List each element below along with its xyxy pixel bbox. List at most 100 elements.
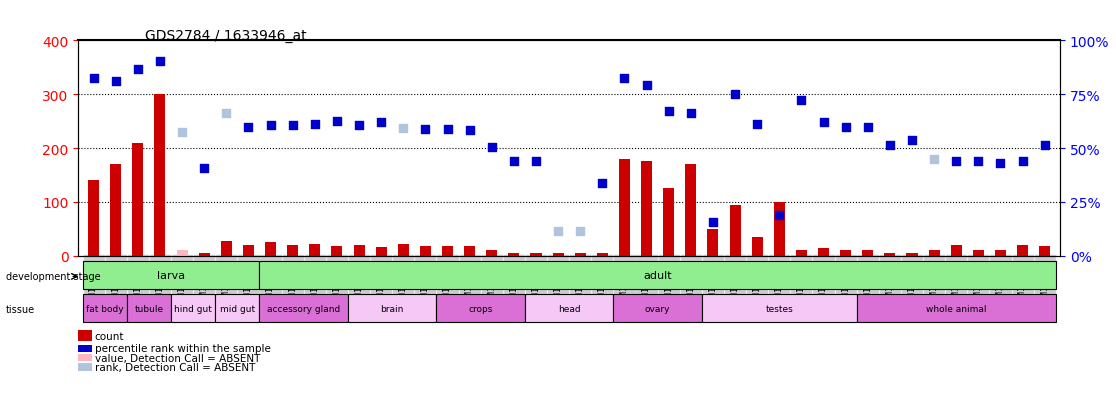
Point (682, 110, 700, 117)
Text: crops: crops (469, 304, 493, 313)
Point (261, 122, 279, 129)
FancyBboxPatch shape (171, 295, 215, 323)
Bar (287, 245, 298, 256)
Bar (530, 253, 541, 256)
Bar (773, 202, 785, 256)
Bar (464, 247, 475, 256)
Bar (796, 251, 807, 256)
Bar (951, 245, 962, 256)
FancyBboxPatch shape (614, 295, 702, 323)
Bar (331, 247, 343, 256)
Text: value, Detection Call = ABSENT: value, Detection Call = ABSENT (95, 353, 260, 363)
Text: accessory gland: accessory gland (267, 304, 340, 313)
Point (549, 229, 567, 235)
Text: testes: testes (766, 304, 793, 313)
Bar (929, 251, 940, 256)
Text: count: count (95, 332, 124, 342)
Bar (243, 245, 254, 256)
Point (129, 66, 147, 73)
Bar (1017, 245, 1028, 256)
Point (151, 58, 169, 65)
Bar (973, 251, 984, 256)
Point (394, 126, 412, 132)
Point (594, 180, 612, 187)
Bar (376, 247, 386, 256)
Point (173, 129, 191, 136)
FancyBboxPatch shape (215, 295, 260, 323)
FancyBboxPatch shape (83, 295, 127, 323)
Bar (685, 165, 696, 256)
Point (1013, 159, 1031, 165)
Point (504, 159, 522, 165)
Point (704, 219, 722, 225)
Point (727, 92, 744, 98)
Point (947, 159, 965, 165)
Text: hind gut: hind gut (174, 304, 212, 313)
Point (903, 137, 921, 144)
FancyBboxPatch shape (83, 262, 260, 290)
FancyBboxPatch shape (127, 295, 171, 323)
Bar (354, 245, 365, 256)
Bar (995, 251, 1006, 256)
Text: mid gut: mid gut (220, 304, 254, 313)
Point (815, 120, 833, 126)
Bar (619, 159, 631, 256)
Text: GDS2784 / 1633946_at: GDS2784 / 1633946_at (145, 29, 307, 43)
Bar (575, 253, 586, 256)
Bar (863, 251, 874, 256)
Bar (818, 248, 829, 256)
FancyBboxPatch shape (525, 295, 614, 323)
Text: development stage: development stage (6, 271, 100, 281)
Bar (264, 242, 276, 256)
Text: rank, Detection Call = ABSENT: rank, Detection Call = ABSENT (95, 362, 256, 372)
Point (792, 97, 810, 104)
Point (461, 128, 479, 134)
Bar (884, 253, 895, 256)
Text: tubule: tubule (134, 304, 163, 313)
Point (283, 123, 301, 129)
Text: brain: brain (381, 304, 404, 313)
Bar (154, 95, 165, 256)
Bar (442, 247, 453, 256)
Point (240, 124, 258, 131)
Point (770, 212, 788, 218)
FancyBboxPatch shape (348, 295, 436, 323)
Point (350, 122, 368, 129)
Point (991, 160, 1009, 167)
Point (748, 121, 766, 128)
Point (107, 78, 125, 85)
Point (218, 110, 235, 117)
Point (616, 76, 634, 82)
Bar (199, 253, 210, 256)
Bar (730, 205, 741, 256)
FancyBboxPatch shape (702, 295, 857, 323)
Bar (840, 251, 852, 256)
Point (925, 156, 943, 163)
Point (483, 144, 501, 151)
Point (660, 109, 677, 116)
Bar (221, 241, 232, 256)
Bar (110, 165, 122, 256)
Bar (176, 251, 187, 256)
Point (571, 229, 589, 235)
Point (439, 126, 456, 133)
Bar (663, 189, 674, 256)
Text: whole animal: whole animal (926, 304, 987, 313)
Text: percentile rank within the sample: percentile rank within the sample (95, 344, 271, 354)
Bar (752, 237, 762, 256)
Bar (1039, 247, 1050, 256)
Point (195, 166, 213, 172)
Bar (309, 244, 320, 256)
Bar (133, 143, 143, 256)
Point (328, 119, 346, 125)
Point (85, 76, 103, 82)
Bar (420, 247, 431, 256)
FancyBboxPatch shape (436, 295, 525, 323)
Point (373, 120, 391, 126)
Bar (487, 251, 498, 256)
Bar (508, 253, 519, 256)
FancyBboxPatch shape (260, 262, 1056, 290)
Point (637, 82, 655, 89)
Point (1036, 142, 1054, 149)
FancyBboxPatch shape (857, 295, 1056, 323)
